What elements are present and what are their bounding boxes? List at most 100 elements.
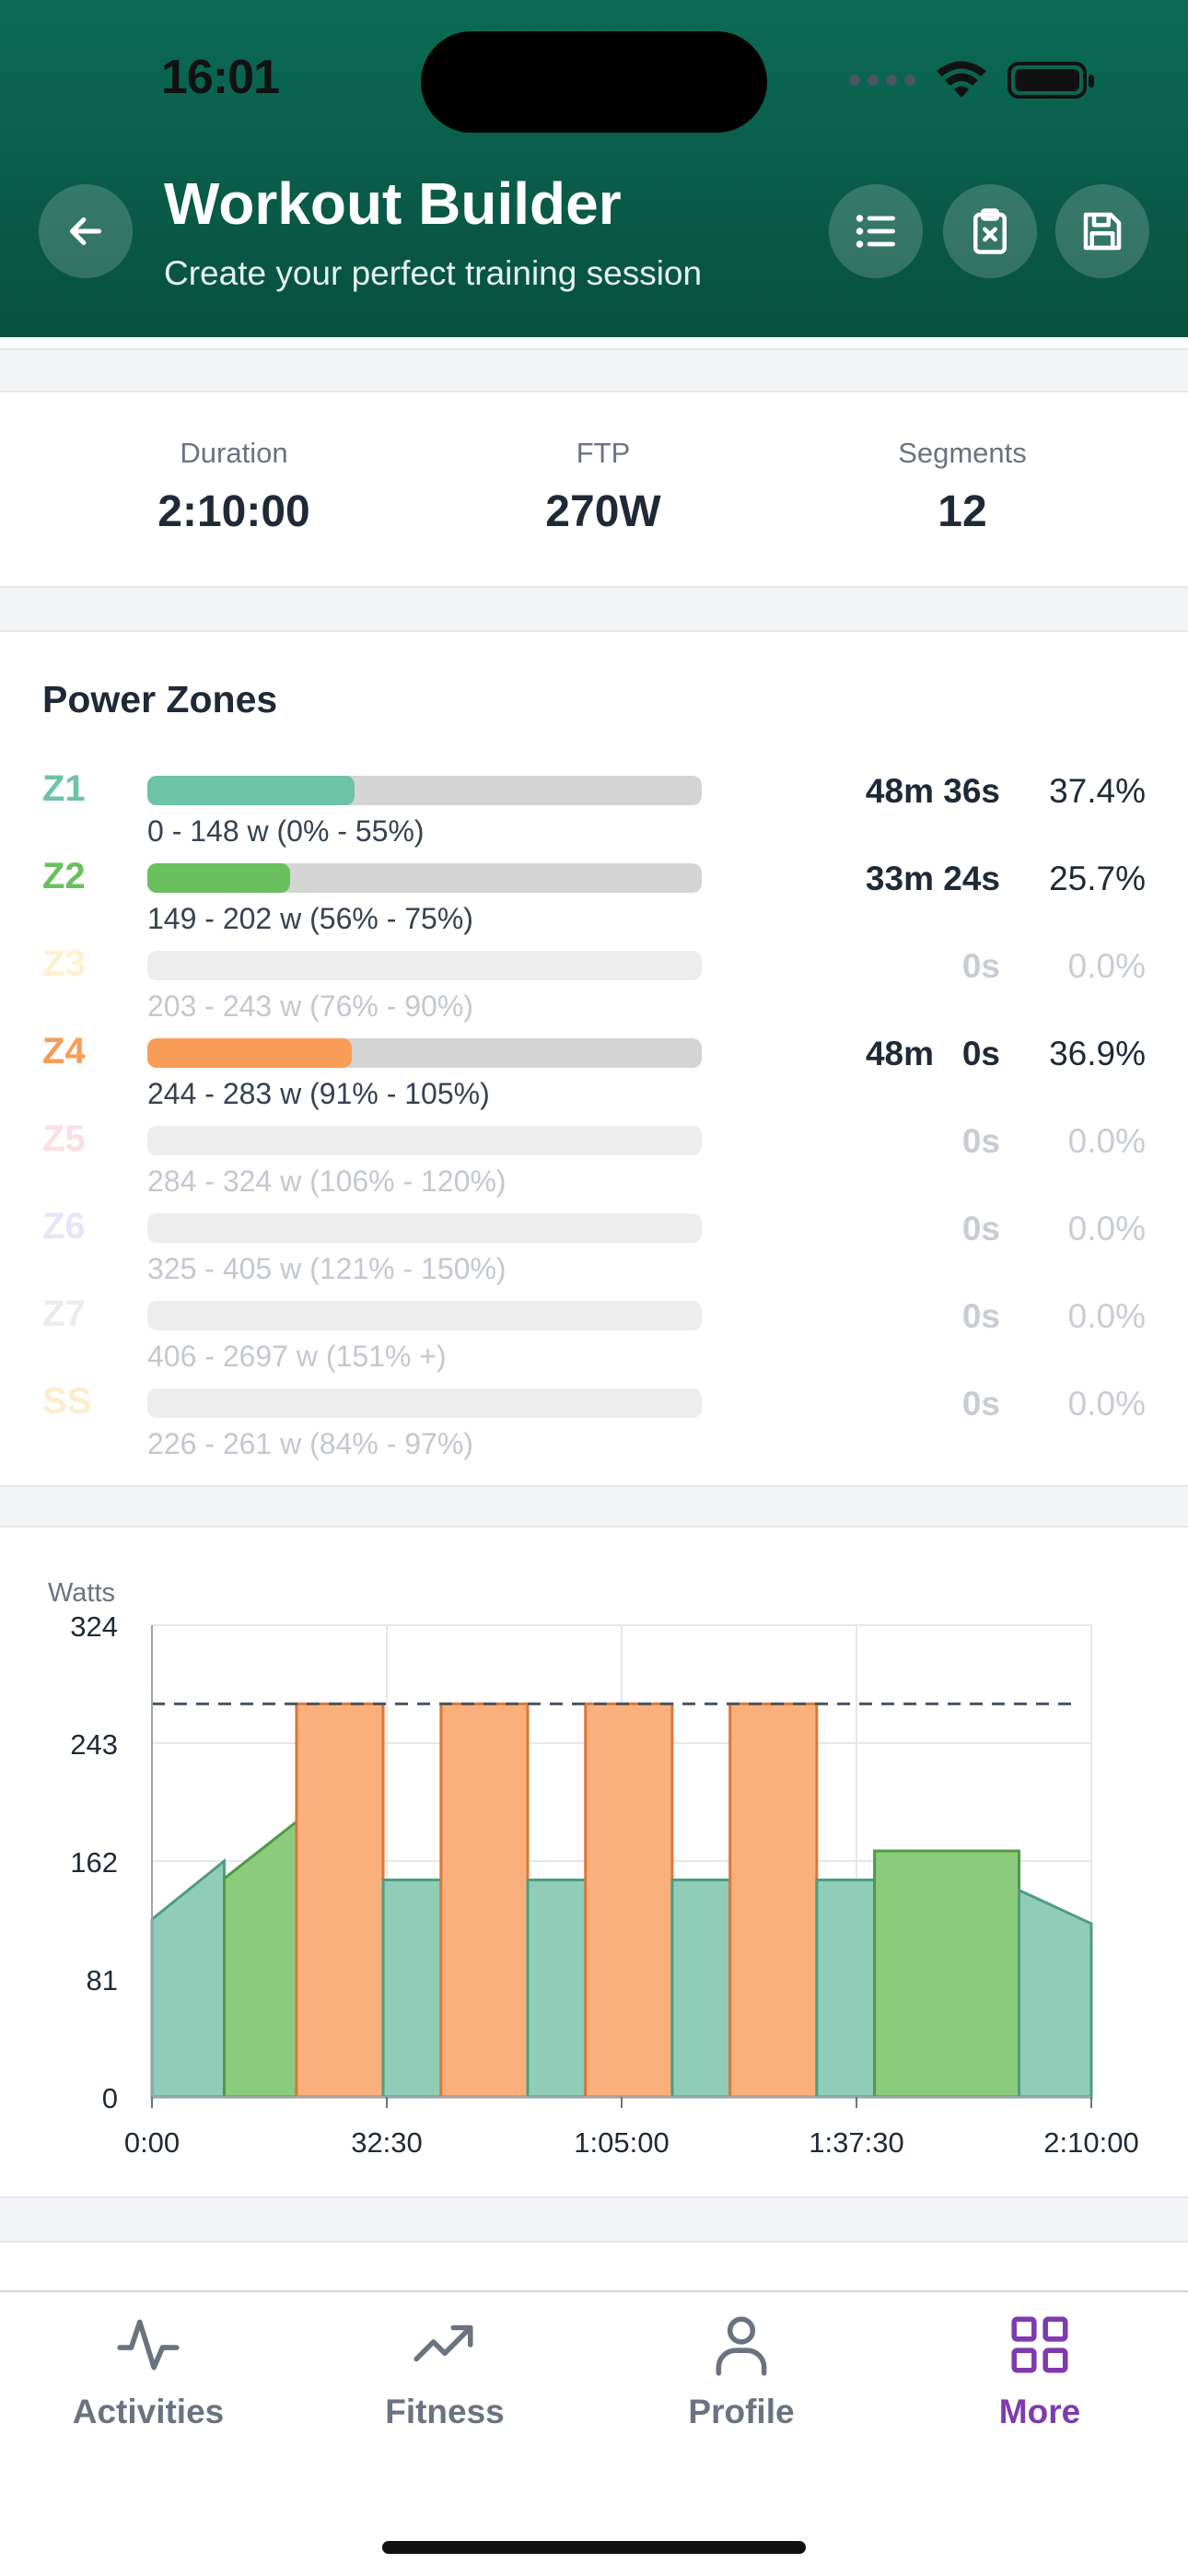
zone-bar-fill — [147, 1038, 353, 1068]
zone-row-z5: Z5 284 - 324 w (106% - 120%) 0s 0.0% — [0, 1118, 1188, 1205]
zone-row-ss: SS 226 - 261 w (84% - 97%) 0s 0.0% — [0, 1381, 1188, 1468]
zone-code: Z2 — [42, 856, 86, 896]
zone-code: Z1 — [42, 768, 86, 809]
tab-more[interactable]: More — [891, 2311, 1188, 2431]
y-axis-label: Watts — [48, 1578, 115, 1608]
list-icon — [856, 215, 895, 248]
zone-percent: 0.0% — [1067, 1385, 1146, 1423]
back-button[interactable] — [39, 184, 133, 278]
zone-range: 226 - 261 w (84% - 97%) — [147, 1427, 473, 1460]
zone-bar-track — [147, 1388, 702, 1418]
zone-bar-track — [147, 1038, 702, 1068]
zone-percent: 0.0% — [1067, 1210, 1146, 1247]
page-title: Workout Builder — [164, 170, 622, 237]
zone-bar-track — [147, 863, 702, 893]
user-icon — [716, 2316, 767, 2376]
zone-time: 48m 36s — [865, 772, 1000, 810]
tab-label: More — [998, 2393, 1081, 2430]
zone-row-z2: Z2 149 - 202 w (56% - 75%) 33m 24s 25.7% — [0, 856, 1188, 943]
workout-segment-z4 — [295, 1702, 385, 2099]
zone-percent: 25.7% — [1049, 860, 1146, 897]
zone-code: SS — [42, 1381, 92, 1422]
zone-time: 0s — [961, 1297, 1000, 1335]
x-tick-label: 2:10:00 — [1043, 2126, 1138, 2159]
zone-percent: 0.0% — [1067, 1122, 1146, 1160]
x-tick-label: 1:37:30 — [809, 2126, 903, 2159]
zone-range: 284 - 324 w (106% - 120%) — [147, 1165, 507, 1198]
tab-label: Fitness — [385, 2393, 505, 2430]
summary-card: Duration 2:10:00 FTP 270W Segments 12 — [0, 391, 1188, 588]
stat-duration: Duration 2:10:00 — [50, 437, 418, 537]
power-zones-title: Power Zones — [42, 678, 278, 720]
card-edge — [0, 337, 1188, 350]
x-tick-label: 1:05:00 — [574, 2126, 669, 2159]
zone-row-z4: Z4 244 - 283 w (91% - 105%) 48m 0s 36.9% — [0, 1031, 1188, 1118]
power-profile-chart: 324 243 162 81 00:00 32:30 1:05:00 1:37:30 2:10:… — [48, 1578, 1139, 2159]
card-edge — [0, 2241, 1188, 2296]
cellular-icon — [849, 75, 915, 86]
zone-range: 149 - 202 w (56% - 75%) — [147, 902, 473, 935]
y-tick-label: 0 — [102, 2082, 118, 2114]
workout-segment-z4 — [728, 1702, 819, 2099]
zone-range: 244 - 283 w (91% - 105%) — [147, 1077, 490, 1110]
zone-percent: 37.4% — [1049, 772, 1146, 810]
workout-segment-z4 — [439, 1702, 530, 2099]
clipboard-x-icon — [973, 208, 1007, 254]
stat-segments: Segments 12 — [778, 437, 1147, 537]
zone-bar-track — [147, 1213, 702, 1243]
list-button[interactable] — [829, 184, 923, 278]
power-zones-card: Power Zones Z1 0 - 148 w (0% - 55%) 48m 36… — [0, 630, 1188, 1487]
home-indicator — [382, 2541, 806, 2554]
activity-pulse-icon — [117, 2319, 180, 2371]
zone-range: 325 - 405 w (121% - 150%) — [147, 1252, 507, 1285]
page-subtitle: Create your perfect training session — [164, 254, 703, 292]
zone-range: 0 - 148 w (0% - 55%) — [147, 814, 425, 848]
save-button[interactable] — [1055, 184, 1149, 278]
stat-value: 2:10:00 — [157, 487, 310, 536]
x-tick-label: 0:00 — [124, 2126, 180, 2159]
tab-bar: Activities Fitness Profile More — [0, 2290, 1188, 2576]
y-tick-label: 243 — [70, 1728, 118, 1761]
stat-label: FTP — [576, 437, 631, 469]
tab-profile[interactable]: Profile — [593, 2311, 890, 2431]
zone-time: 33m 24s — [865, 860, 1000, 897]
tab-label: Activities — [72, 2393, 225, 2430]
workout-segment-z1 — [381, 1879, 443, 2099]
app-header: 16:01 Workout Builder Create your perfec… — [0, 0, 1188, 339]
zone-time: 48m 0s — [865, 1035, 1000, 1072]
wifi-icon — [937, 61, 986, 98]
workout-segment-z2 — [873, 1849, 1021, 2099]
workout-segment-z1 — [526, 1879, 588, 2099]
zone-time: 0s — [961, 947, 1000, 985]
zone-code: Z4 — [42, 1031, 86, 1071]
tab-activities[interactable]: Activities — [0, 2311, 297, 2431]
zone-range: 203 - 243 w (76% - 90%) — [147, 989, 473, 1023]
zone-bar-fill — [147, 863, 290, 893]
status-icons — [849, 61, 1094, 100]
zone-row-z6: Z6 325 - 405 w (121% - 150%) 0s 0.0% — [0, 1206, 1188, 1293]
workout-segment-z1 — [815, 1879, 877, 2099]
zone-row-z1: Z1 0 - 148 w (0% - 55%) 48m 36s 37.4% — [0, 768, 1188, 855]
zone-bar-track — [147, 951, 702, 980]
zone-bar-track — [147, 1126, 702, 1155]
grid-icon — [1011, 2316, 1068, 2373]
zone-percent: 0.0% — [1067, 947, 1146, 985]
zone-bar-track — [147, 776, 702, 805]
stat-value: 12 — [938, 487, 987, 536]
zone-bar-track — [147, 1301, 702, 1330]
workout-segment-z1 — [670, 1879, 732, 2099]
zone-row-z7: Z7 406 - 2697 w (151% +) 0s 0.0% — [0, 1294, 1188, 1380]
zone-percent: 36.9% — [1049, 1035, 1146, 1072]
clear-workout-button[interactable] — [943, 184, 1037, 278]
zone-time: 0s — [961, 1122, 1000, 1160]
dynamic-island — [421, 31, 767, 133]
tab-fitness[interactable]: Fitness — [297, 2311, 593, 2431]
stat-value: 270W — [545, 487, 661, 536]
zone-code: Z6 — [42, 1206, 86, 1247]
floppy-disk-icon — [1083, 212, 1122, 251]
zone-code: Z3 — [42, 943, 86, 984]
zone-time: 0s — [961, 1385, 1000, 1423]
workout-segment-z4 — [584, 1702, 674, 2099]
zone-code: Z7 — [42, 1294, 86, 1334]
zone-bar-fill — [147, 776, 355, 805]
